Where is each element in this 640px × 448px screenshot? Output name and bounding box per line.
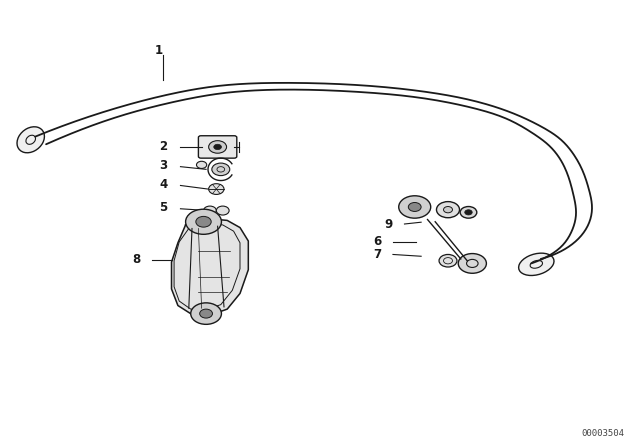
Text: 7: 7 [373,248,381,261]
Text: 4: 4 [159,178,168,191]
Circle shape [196,216,211,227]
Circle shape [209,141,227,153]
Circle shape [460,207,477,218]
Text: 6: 6 [373,235,381,249]
Ellipse shape [17,127,44,153]
Circle shape [186,209,221,234]
Circle shape [436,202,460,218]
Ellipse shape [518,253,554,276]
Polygon shape [172,219,248,316]
Circle shape [191,303,221,324]
Circle shape [399,196,431,218]
Circle shape [458,254,486,273]
Text: 8: 8 [132,253,141,267]
Circle shape [444,207,452,213]
Text: 9: 9 [385,217,393,231]
Circle shape [408,202,421,211]
Circle shape [216,206,229,215]
Text: 00003504: 00003504 [581,429,624,438]
Text: 2: 2 [159,140,168,154]
Circle shape [209,184,224,194]
Circle shape [465,210,472,215]
Text: 3: 3 [159,159,168,172]
Circle shape [204,206,216,215]
Circle shape [439,254,457,267]
Circle shape [200,309,212,318]
Circle shape [196,161,207,168]
FancyBboxPatch shape [198,136,237,158]
Text: 1: 1 [155,43,163,57]
Circle shape [214,144,221,150]
Text: 5: 5 [159,201,168,215]
Circle shape [212,163,230,176]
